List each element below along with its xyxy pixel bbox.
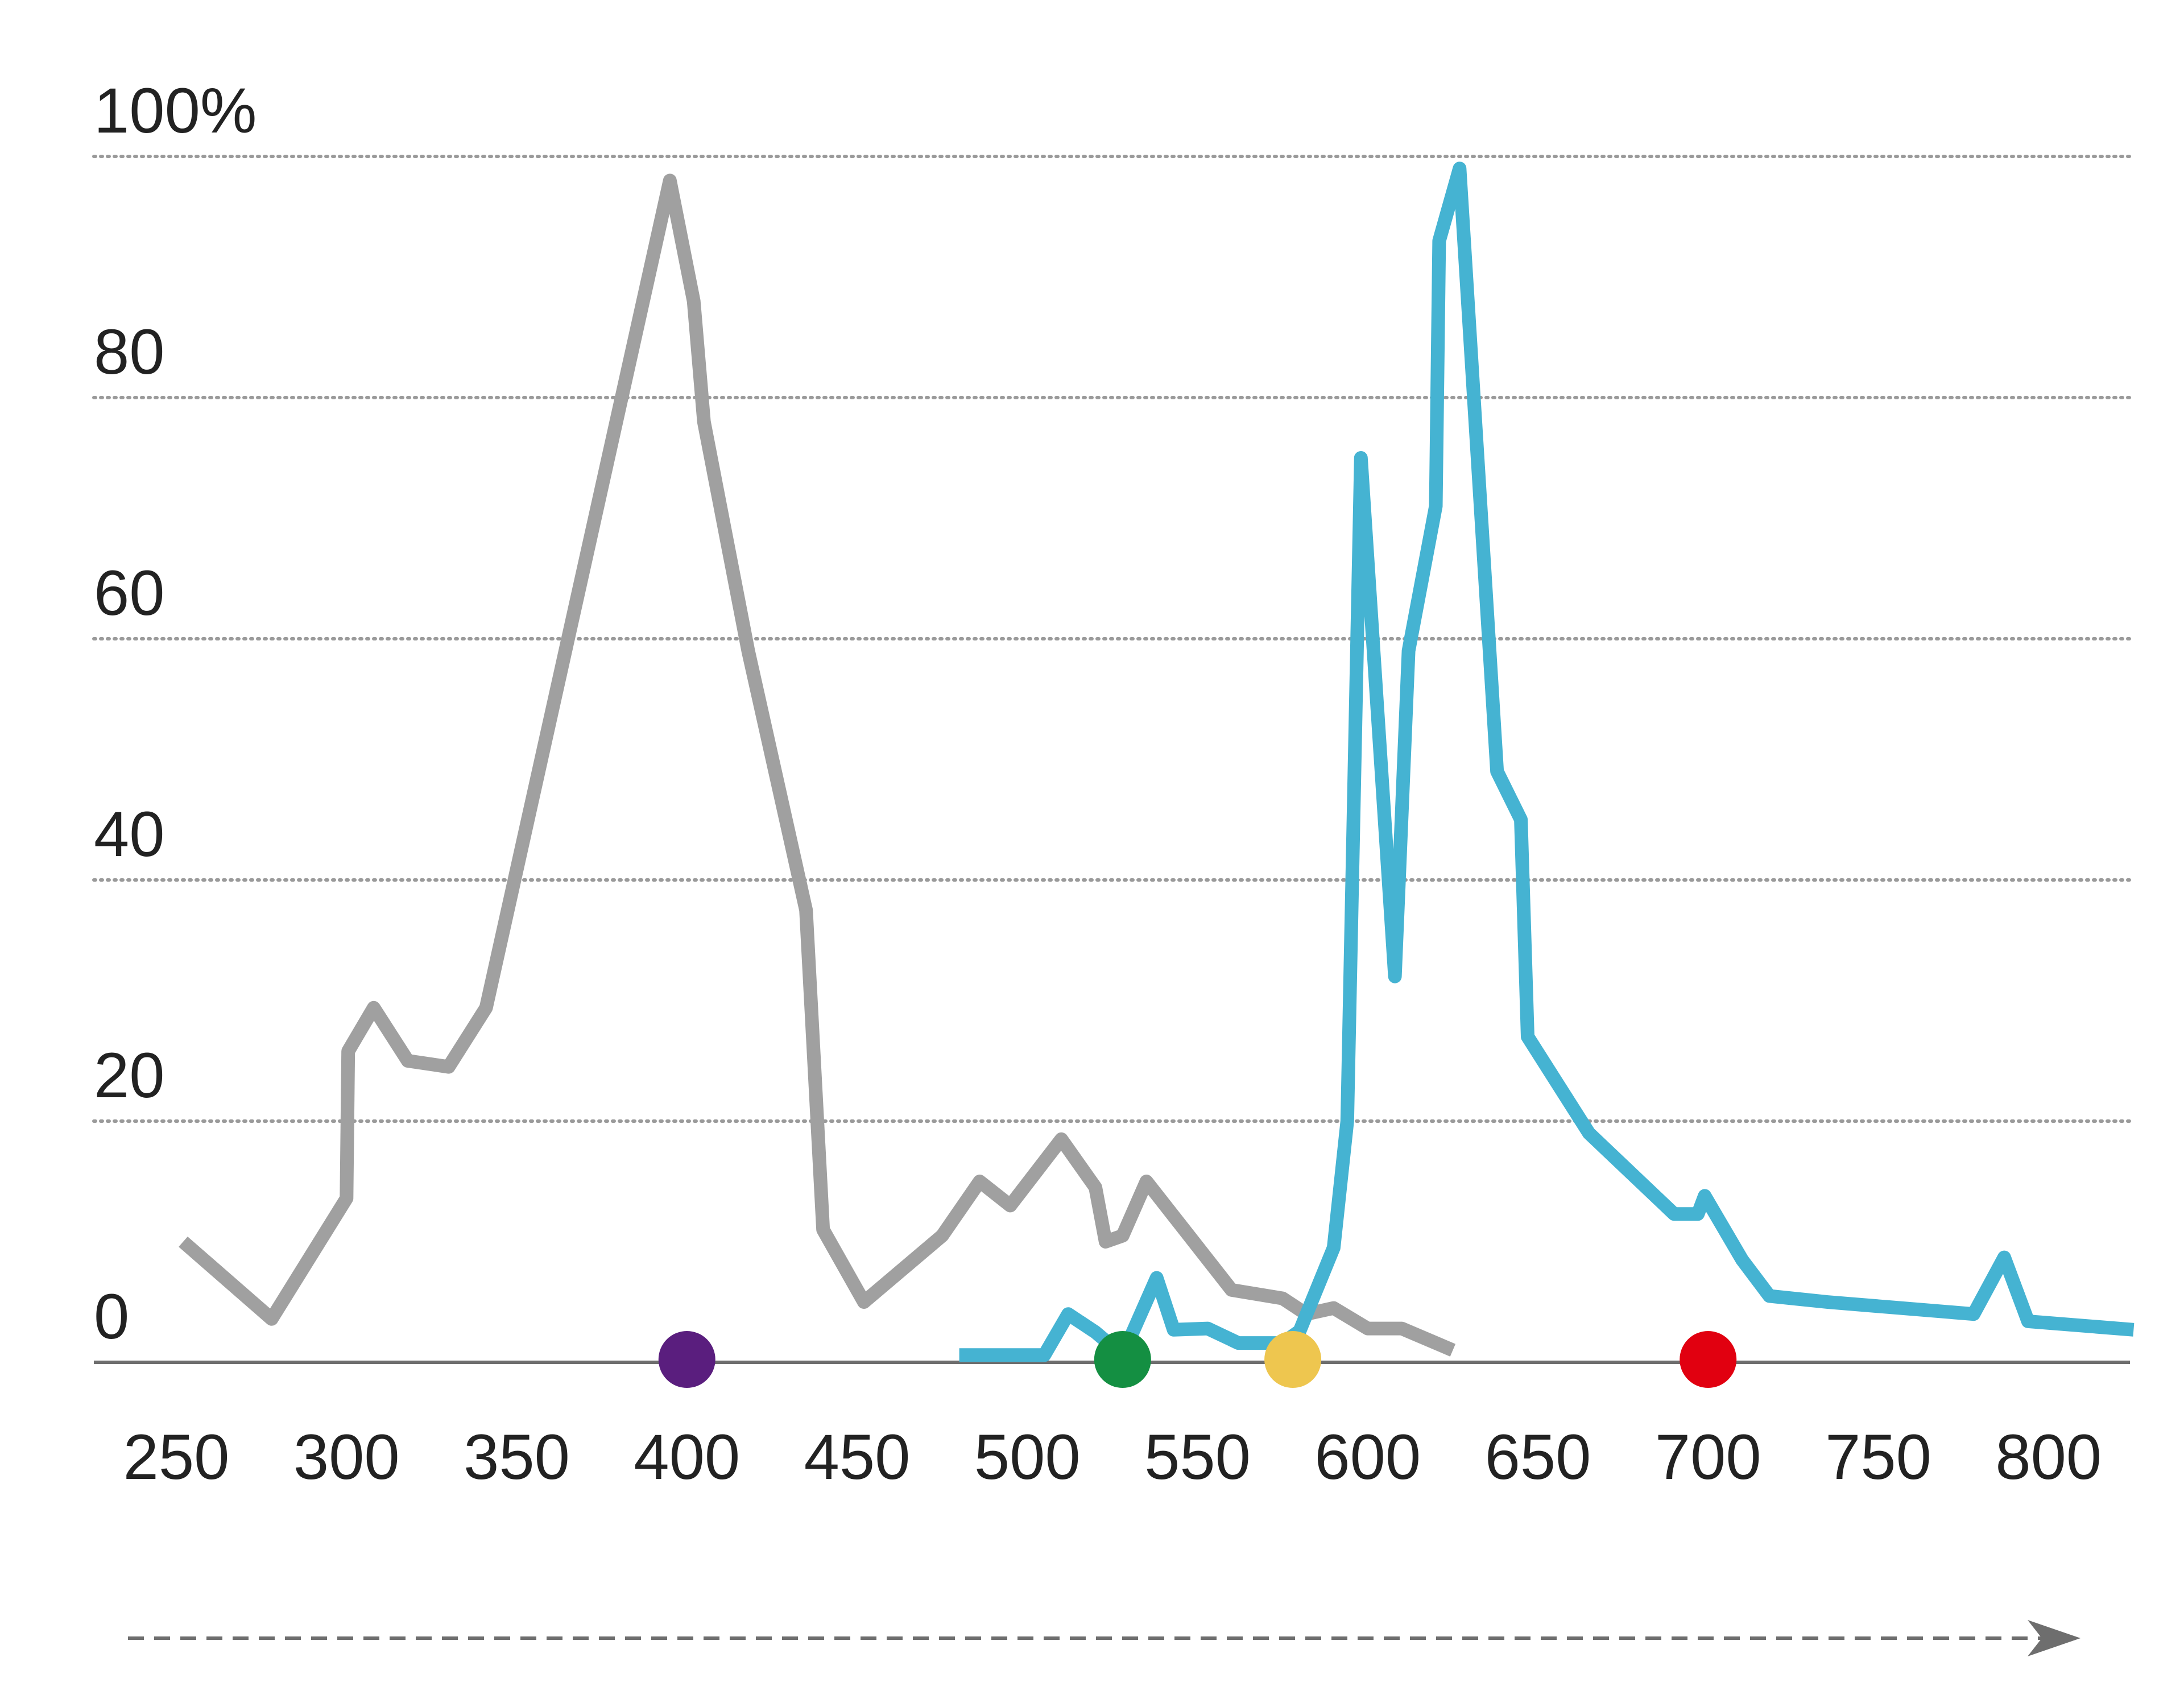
x-tick-label: 650	[1485, 1421, 1591, 1493]
x-tick-label: 750	[1825, 1421, 1931, 1493]
series-line-1	[179, 173, 1456, 1357]
y-tick-label: 60	[94, 557, 165, 629]
series-line-2	[959, 162, 2135, 1362]
wavelength-marker	[1094, 1331, 1151, 1388]
wavelength-marker	[1264, 1331, 1322, 1388]
grid-layer	[92, 155, 2132, 1364]
label-layer: 0 20 40 60 80 100% 250 300 350 400 450 500 550 600 650…	[94, 75, 2102, 1493]
x-tick-label: 250	[123, 1421, 230, 1493]
y-tick-label: 0	[94, 1281, 129, 1352]
x-tick-label: 350	[464, 1421, 570, 1493]
x-tick-label: 550	[1144, 1421, 1251, 1493]
y-tick-label: 20	[94, 1040, 165, 1111]
wavelength-marker	[658, 1331, 715, 1388]
marker-layer	[658, 1331, 1737, 1388]
x-tick-label: 500	[974, 1421, 1081, 1493]
series-layer	[179, 162, 2135, 1362]
x-tick-label: 450	[804, 1421, 911, 1493]
x-tick-label: 300	[293, 1421, 400, 1493]
wavelength-marker	[1680, 1331, 1737, 1388]
x-tick-label: 800	[1995, 1421, 2102, 1493]
y-tick-label: 80	[94, 316, 165, 387]
y-tick-label: 100%	[94, 75, 257, 146]
arrow-layer	[128, 1620, 2080, 1656]
y-tick-label: 40	[94, 799, 165, 870]
x-tick-label: 400	[634, 1421, 740, 1493]
arrow-head-icon	[2028, 1620, 2080, 1656]
x-tick-label: 700	[1655, 1421, 1761, 1493]
x-tick-label: 600	[1314, 1421, 1421, 1493]
